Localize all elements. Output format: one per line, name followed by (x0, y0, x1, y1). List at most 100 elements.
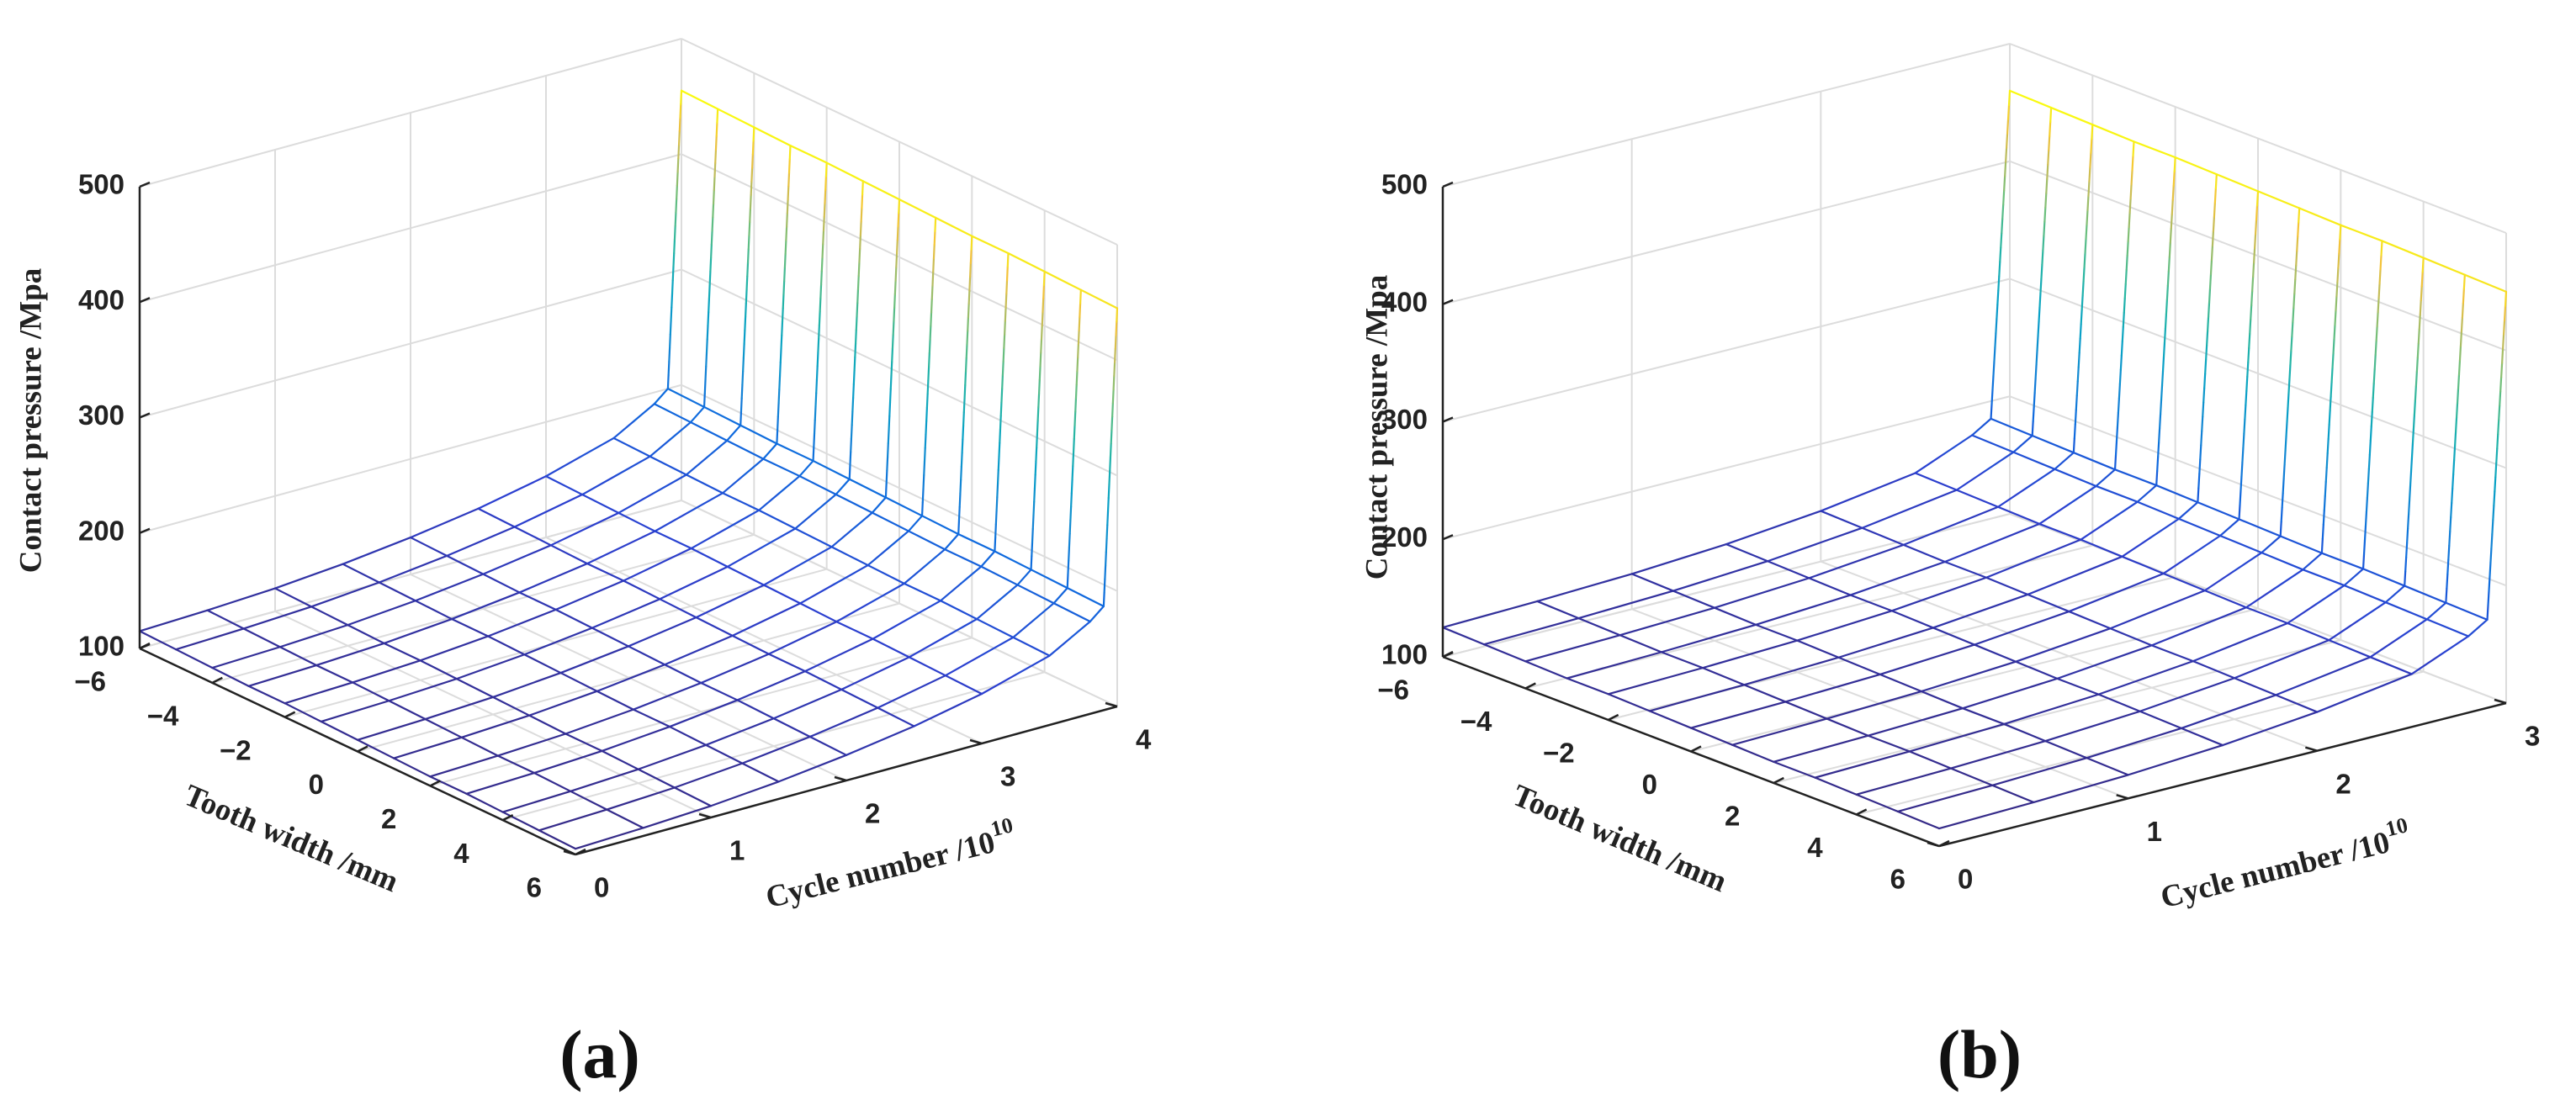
mesh-line (2421, 257, 2425, 273)
mesh-line (856, 274, 860, 291)
mesh-line (894, 266, 898, 282)
mesh-line (284, 681, 354, 705)
mesh-line (716, 108, 719, 124)
mesh-line (1773, 760, 1816, 779)
mesh-line (976, 617, 1015, 638)
mesh-line (579, 436, 615, 458)
mesh-line (1577, 616, 1621, 637)
mesh-line (742, 357, 745, 373)
mesh-line (2038, 292, 2042, 309)
mesh-line (2373, 353, 2377, 371)
mesh-line (971, 235, 1010, 255)
grid-line (681, 38, 1118, 246)
mesh-line (2012, 451, 2056, 470)
mesh-line (2356, 601, 2387, 622)
mesh-line (1037, 392, 1041, 409)
y-tick-label: 4 (1136, 724, 1152, 755)
mesh-line (672, 251, 676, 268)
mesh-line (2076, 366, 2080, 383)
mesh-line (1672, 560, 1769, 592)
mesh-line (2079, 323, 2082, 340)
mesh-line (2159, 399, 2163, 415)
mesh-line (2160, 384, 2164, 401)
grid-line (139, 384, 682, 534)
grid-line (1442, 160, 2011, 305)
mesh-line (2379, 254, 2383, 271)
mesh-line (671, 279, 674, 295)
mesh-line (742, 342, 745, 359)
mesh-line (2165, 284, 2169, 301)
mesh-line (1689, 701, 1787, 729)
mesh-line (731, 602, 802, 637)
mesh-line (570, 768, 639, 792)
mesh-line (2456, 388, 2460, 405)
tick-mark (357, 745, 368, 753)
mesh-line (2369, 425, 2372, 442)
mesh-line (998, 442, 1001, 458)
mesh-line (2166, 270, 2170, 287)
x-tick-label: 4 (453, 838, 469, 869)
mesh-line (1001, 373, 1004, 390)
mesh-line (1826, 717, 1869, 737)
mesh-line (559, 671, 598, 692)
mesh-line (2173, 156, 2176, 173)
mesh-line (736, 699, 775, 720)
tick-mark (211, 676, 223, 684)
mesh-line (2425, 601, 2447, 621)
mesh-line (2287, 392, 2290, 410)
mesh-line (2281, 492, 2284, 509)
mesh-line (523, 653, 562, 675)
mesh-line (1076, 357, 1079, 373)
surface-chart: 100 200 300 400 500 −6 −4 −2 0 2 4 6 0 1 2 3 4 Contact pr… (13, 38, 1152, 1092)
mesh-line (994, 510, 998, 526)
mesh-line (2492, 505, 2495, 521)
mesh-line (2414, 371, 2418, 388)
mesh-line (1072, 437, 1075, 454)
mesh-line (2463, 273, 2508, 293)
mesh-line (1004, 320, 1006, 336)
mesh-line (2327, 423, 2330, 441)
mesh-line (2032, 406, 2035, 423)
mesh-line (815, 365, 819, 381)
mesh-line (1630, 542, 1728, 575)
mesh-line (419, 635, 490, 662)
mesh-line (2425, 618, 2470, 638)
mesh-line (2149, 517, 2180, 539)
grid-line (1442, 395, 2011, 541)
mesh-line (929, 325, 932, 341)
mesh-line (1890, 610, 1934, 629)
mesh-line (528, 690, 598, 717)
mesh-line (2451, 487, 2454, 505)
mesh-line (1619, 634, 1662, 653)
mesh-line (2361, 553, 2366, 570)
mesh-line (2328, 639, 2372, 659)
mesh-line (884, 483, 888, 499)
mesh-line (856, 288, 860, 304)
mesh-line (2501, 333, 2505, 350)
tick-mark (1773, 776, 1784, 785)
mesh-line (978, 636, 1015, 658)
mesh-line (1997, 275, 2001, 292)
mesh-line (2325, 452, 2329, 469)
mesh-line (2044, 192, 2048, 209)
z-tick-label: 300 (1381, 404, 1428, 435)
mesh-line (393, 736, 463, 759)
mesh-line (352, 659, 421, 684)
mesh-line (1042, 298, 1045, 314)
mesh-line (2127, 225, 2130, 243)
mesh-line (907, 530, 946, 551)
mesh-line (2462, 273, 2466, 290)
mesh-line (2243, 418, 2246, 435)
mesh-line (419, 659, 458, 680)
mesh-line (1004, 293, 1008, 309)
mesh-line (695, 616, 734, 637)
mesh-line (2162, 341, 2166, 358)
mesh-line (2160, 370, 2165, 387)
mesh-line (2238, 504, 2241, 521)
mesh-line (278, 646, 318, 667)
mesh-line (2072, 452, 2117, 471)
mesh-line (2124, 268, 2128, 285)
mesh-line (2448, 530, 2451, 547)
mesh-line (2275, 656, 2372, 696)
mesh-line (591, 598, 661, 629)
